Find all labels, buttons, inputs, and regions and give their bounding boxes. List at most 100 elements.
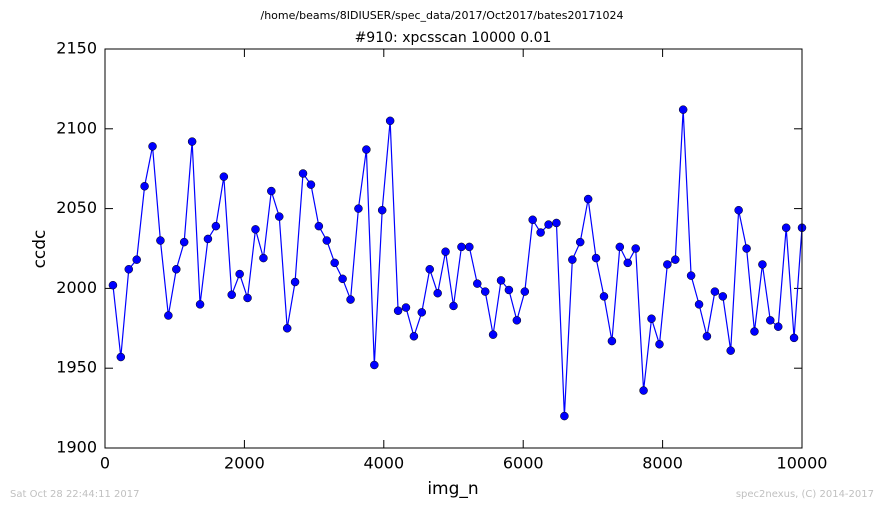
data-point bbox=[758, 260, 767, 269]
data-point bbox=[663, 260, 672, 269]
x-tick-label: 8000 bbox=[642, 454, 683, 473]
data-point bbox=[528, 215, 537, 225]
data-point bbox=[377, 205, 387, 215]
data-point bbox=[433, 288, 442, 298]
x-tick-label: 6000 bbox=[503, 454, 544, 473]
data-point bbox=[789, 333, 799, 343]
data-point bbox=[148, 142, 157, 151]
data-point bbox=[512, 316, 522, 325]
data-point bbox=[599, 292, 609, 301]
y-tick-label: 2050 bbox=[56, 198, 97, 217]
x-tick-label: 10000 bbox=[777, 454, 828, 473]
data-point bbox=[607, 336, 617, 346]
data-point bbox=[306, 180, 316, 189]
data-point bbox=[694, 300, 704, 309]
data-point bbox=[346, 295, 355, 304]
data-point bbox=[219, 172, 229, 181]
data-point bbox=[734, 205, 743, 215]
data-point bbox=[623, 258, 632, 268]
data-point bbox=[393, 306, 403, 315]
data-point bbox=[251, 225, 260, 234]
data-point bbox=[488, 330, 498, 339]
data-point bbox=[187, 137, 197, 146]
data-point bbox=[338, 274, 347, 284]
data-point bbox=[195, 300, 205, 309]
data-point bbox=[290, 277, 300, 287]
data-point bbox=[781, 223, 791, 233]
data-point bbox=[417, 308, 427, 317]
data-point bbox=[243, 293, 252, 303]
data-point bbox=[441, 247, 450, 256]
y-tick-label: 2000 bbox=[56, 278, 97, 297]
data-point bbox=[671, 255, 680, 264]
data-point bbox=[710, 287, 720, 296]
data-point bbox=[385, 116, 395, 126]
data-point bbox=[314, 221, 324, 231]
data-point bbox=[322, 236, 332, 245]
data-point bbox=[282, 324, 292, 333]
data-line bbox=[112, 109, 803, 417]
data-point bbox=[536, 228, 545, 237]
data-point bbox=[211, 221, 221, 231]
footer-left: Sat Oct 28 22:44:11 2017 bbox=[10, 489, 140, 500]
data-point bbox=[362, 145, 371, 154]
data-point bbox=[575, 237, 585, 247]
x-tick-label: 0 bbox=[100, 454, 110, 473]
data-point bbox=[726, 346, 735, 355]
data-point bbox=[718, 292, 728, 301]
data-point bbox=[655, 340, 664, 349]
data-point bbox=[686, 271, 696, 280]
data-point bbox=[473, 279, 482, 288]
data-point bbox=[203, 234, 213, 244]
data-point bbox=[702, 332, 712, 341]
plot-frame bbox=[104, 48, 803, 449]
data-point bbox=[591, 253, 601, 263]
data-point bbox=[742, 244, 751, 253]
data-point bbox=[227, 290, 236, 300]
footer-right: spec2nexus, (C) 2014-2017 bbox=[736, 489, 874, 500]
data-point bbox=[496, 276, 506, 285]
data-point bbox=[449, 301, 458, 311]
data-point bbox=[647, 314, 656, 323]
data-point bbox=[259, 253, 268, 263]
data-point bbox=[560, 411, 569, 421]
data-point bbox=[124, 264, 134, 274]
data-point bbox=[132, 255, 141, 264]
data-point bbox=[520, 287, 530, 296]
data-point bbox=[116, 352, 126, 362]
data-point bbox=[766, 316, 775, 325]
data-point bbox=[179, 237, 189, 247]
data-point bbox=[678, 105, 688, 114]
data-point bbox=[370, 360, 379, 370]
data-point bbox=[480, 287, 490, 296]
x-tick-label: 2000 bbox=[224, 454, 265, 473]
data-point bbox=[172, 264, 181, 274]
data-point bbox=[457, 242, 466, 252]
data-point bbox=[354, 204, 363, 213]
data-point bbox=[615, 242, 625, 252]
data-point bbox=[425, 264, 434, 274]
data-point bbox=[275, 212, 284, 221]
data-point bbox=[552, 218, 561, 228]
y-tick-label: 1950 bbox=[56, 358, 97, 377]
data-point bbox=[401, 303, 411, 312]
chart-title: #910: xpcsscan 10000 0.01 bbox=[355, 30, 552, 46]
data-point bbox=[773, 322, 783, 331]
chart-subtitle: /home/beams/8IDIUSER/spec_data/2017/Oct2… bbox=[261, 9, 624, 22]
data-point bbox=[330, 258, 339, 268]
data-point bbox=[156, 236, 165, 245]
data-point bbox=[164, 311, 173, 320]
data-point bbox=[504, 285, 514, 295]
data-point bbox=[298, 169, 308, 178]
data-point bbox=[568, 255, 577, 264]
y-axis-label: ccdc bbox=[30, 230, 50, 269]
y-tick-label: 2100 bbox=[56, 118, 97, 137]
data-point bbox=[409, 332, 419, 341]
data-point bbox=[631, 244, 640, 253]
x-axis-label: img_n bbox=[427, 479, 478, 499]
y-tick-label: 2150 bbox=[56, 39, 97, 58]
data-point bbox=[465, 242, 474, 252]
data-point bbox=[639, 386, 648, 395]
